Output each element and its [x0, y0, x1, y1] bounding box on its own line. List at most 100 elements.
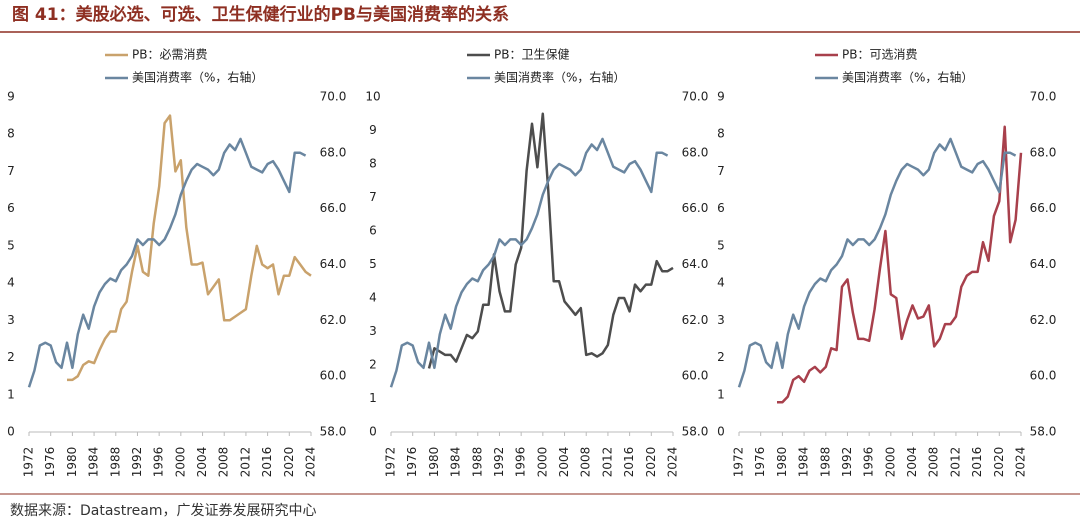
x-tick-label: 1972: [384, 447, 398, 478]
source-note: 数据来源：Datastream，广发证券发展研究中心: [10, 503, 317, 519]
y-tick-label: 5: [369, 257, 377, 271]
y2-tick-label: 64.0: [320, 257, 347, 271]
x-tick-label: 1980: [775, 447, 789, 478]
y2-tick-label: 58.0: [1030, 425, 1057, 439]
x-tick-label: 1984: [87, 447, 101, 478]
x-tick-label: 1996: [862, 447, 876, 478]
x-tick-label: 2024: [1014, 447, 1028, 478]
y-tick-label: 3: [7, 313, 15, 327]
y-tick-label: 8: [717, 127, 725, 141]
y2-tick-label: 62.0: [682, 313, 709, 327]
y-tick-label: 6: [7, 201, 15, 215]
x-tick-label: 2000: [883, 447, 897, 478]
y-tick-label: 7: [7, 164, 15, 178]
legend-label: PB：可选消费: [842, 48, 917, 62]
y-tick-label: 7: [717, 164, 725, 178]
y-tick-label: 4: [717, 276, 725, 290]
x-tick-label: 2004: [905, 447, 919, 478]
x-tick-label: 1996: [514, 447, 528, 478]
series-line: [427, 112, 674, 369]
x-tick-label: 1980: [427, 447, 441, 478]
x-tick-label: 2016: [622, 447, 636, 478]
x-tick-label: 2004: [195, 447, 209, 478]
y-tick-label: 3: [369, 324, 377, 338]
y-tick-label: 10: [365, 90, 380, 104]
y-tick-label: 0: [717, 425, 725, 439]
y2-tick-label: 70.0: [320, 90, 347, 104]
legend-label: 美国消费率（%，右轴）: [494, 70, 625, 85]
x-tick-label: 2020: [644, 447, 658, 478]
y-tick-label: 8: [369, 157, 377, 171]
y-tick-label: 0: [369, 425, 377, 439]
y2-tick-label: 64.0: [682, 257, 709, 271]
y2-tick-label: 62.0: [1030, 313, 1057, 327]
x-tick-label: 1972: [22, 447, 36, 478]
y2-tick-label: 66.0: [1030, 201, 1057, 215]
y-tick-label: 1: [7, 387, 15, 401]
x-tick-label: 2012: [600, 447, 614, 478]
y-tick-label: 6: [717, 201, 725, 215]
x-tick-label: 2000: [535, 447, 549, 478]
x-tick-label: 1988: [108, 447, 122, 478]
legend-label: PB：卫生保健: [494, 48, 569, 62]
x-tick-label: 1984: [449, 447, 463, 478]
figure-title: 图 41：美股必选、可选、卫生保健行业的PB与美国消费率的关系: [12, 4, 509, 25]
x-tick-label: 2008: [217, 447, 231, 478]
x-tick-label: 2008: [579, 447, 593, 478]
y-tick-label: 9: [7, 90, 15, 104]
y2-tick-label: 60.0: [320, 369, 347, 383]
y-tick-label: 9: [369, 123, 377, 137]
series-line: [27, 137, 307, 388]
x-tick-label: 2004: [557, 447, 571, 478]
x-tick-label: 2016: [970, 447, 984, 478]
y2-tick-label: 66.0: [682, 201, 709, 215]
x-tick-label: 1992: [130, 447, 144, 478]
y2-tick-label: 58.0: [682, 425, 709, 439]
x-tick-label: 2008: [927, 447, 941, 478]
x-tick-label: 1996: [152, 447, 166, 478]
y-tick-label: 9: [717, 90, 725, 104]
x-tick-label: 1976: [43, 447, 57, 478]
y-tick-label: 1: [369, 391, 377, 405]
y-tick-label: 2: [717, 350, 725, 364]
series-line: [777, 125, 1023, 404]
y-tick-label: 7: [369, 190, 377, 204]
y-tick-label: 5: [7, 238, 15, 252]
y2-tick-label: 64.0: [1030, 257, 1057, 271]
legend-label: 美国消费率（%，右轴）: [132, 70, 263, 85]
y2-tick-label: 68.0: [1030, 145, 1057, 159]
y-tick-label: 4: [369, 291, 377, 305]
x-tick-label: 2012: [948, 447, 962, 478]
y-tick-label: 4: [7, 276, 15, 290]
y2-tick-label: 68.0: [682, 145, 709, 159]
x-tick-label: 2012: [238, 447, 252, 478]
y-tick-label: 8: [7, 127, 15, 141]
x-tick-label: 1976: [405, 447, 419, 478]
x-tick-label: 2024: [304, 447, 318, 478]
x-tick-label: 2000: [173, 447, 187, 478]
x-tick-label: 1992: [492, 447, 506, 478]
legend-label: 美国消费率（%，右轴）: [842, 70, 973, 85]
x-tick-label: 2020: [992, 447, 1006, 478]
x-tick-label: 1976: [753, 447, 767, 478]
series-line: [67, 114, 312, 382]
y-tick-label: 0: [7, 425, 15, 439]
y-tick-label: 5: [717, 238, 725, 252]
x-tick-label: 1988: [470, 447, 484, 478]
y2-tick-label: 66.0: [320, 201, 347, 215]
x-tick-label: 1992: [840, 447, 854, 478]
y2-tick-label: 70.0: [1030, 90, 1057, 104]
x-tick-label: 1980: [65, 447, 79, 478]
series-line: [389, 137, 669, 388]
y-tick-label: 6: [369, 224, 377, 238]
series-line: [737, 137, 1017, 388]
x-tick-label: 2016: [260, 447, 274, 478]
y2-tick-label: 60.0: [1030, 369, 1057, 383]
y2-tick-label: 60.0: [682, 369, 709, 383]
x-tick-label: 2024: [666, 447, 680, 478]
y2-tick-label: 58.0: [320, 425, 347, 439]
y2-tick-label: 62.0: [320, 313, 347, 327]
x-tick-label: 1988: [818, 447, 832, 478]
y2-tick-label: 68.0: [320, 145, 347, 159]
